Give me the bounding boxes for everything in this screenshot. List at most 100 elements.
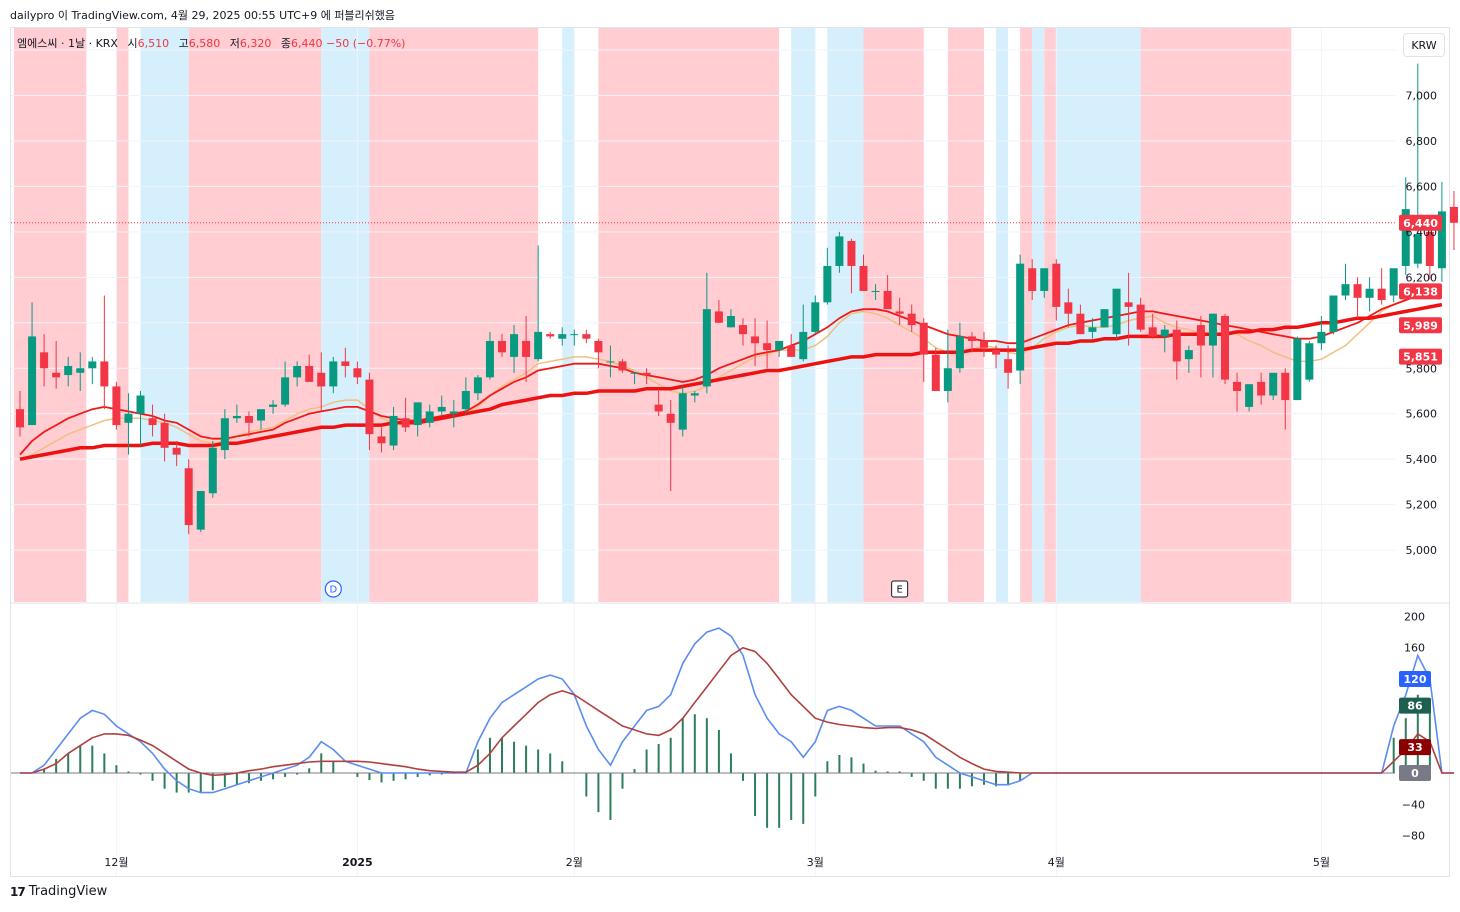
candle (1088, 318, 1097, 339)
candle (148, 404, 157, 437)
candle (341, 347, 350, 378)
price-tick-label: 6,200 (1406, 271, 1438, 284)
candle-body (799, 331, 808, 360)
macd-histogram-bar (585, 773, 588, 797)
open-value: 6,510 (137, 37, 170, 50)
candle-body (1016, 263, 1025, 371)
candle (28, 302, 37, 426)
candle (377, 427, 386, 453)
publish-caption: dailypro 이 TradingView.com, 4월 29, 2025 … (10, 9, 396, 22)
event-marker-e: E (891, 580, 909, 598)
macd-histogram-bar (296, 773, 299, 775)
macd-histogram-bar (79, 745, 82, 773)
candle-body (1449, 206, 1458, 223)
candle (293, 361, 302, 387)
candle (40, 334, 49, 387)
candle-body (895, 311, 904, 314)
candle (437, 395, 446, 416)
candle (931, 347, 940, 391)
candle-body (522, 340, 531, 357)
candle (16, 390, 24, 437)
candle (473, 375, 482, 401)
macd-histogram-bar (693, 714, 696, 773)
candle (980, 331, 988, 357)
macd-histogram-bar (525, 745, 528, 773)
macd-histogram-bar (416, 773, 419, 777)
candle-body (220, 418, 229, 451)
macd-histogram-bar (970, 773, 973, 787)
candle-body (1148, 327, 1157, 337)
candle (220, 409, 229, 460)
candle-body (148, 418, 157, 426)
price-tags: 6,440 6,138 5,989 5,851 (1399, 214, 1442, 365)
macd-pane: 200 160 −40 −80 120 86 33 0 (11, 610, 1454, 843)
candle (1052, 259, 1061, 321)
macd-histogram-bar (308, 768, 311, 773)
candle-body (1341, 284, 1350, 296)
tradingview-logo-icon: 17 (10, 884, 26, 899)
candle (1341, 263, 1350, 301)
candle-body (1305, 343, 1314, 380)
macd-histogram-bar (235, 773, 238, 785)
candle (353, 361, 362, 385)
moving-average-line-1 (19, 287, 1443, 456)
macd-histogram-bar (874, 770, 877, 773)
candle-body (461, 390, 470, 410)
candle-body (534, 331, 543, 360)
candle (546, 331, 555, 339)
candle (485, 331, 494, 380)
brand-name: TradingView (28, 884, 108, 899)
macd-histogram-bar (802, 773, 805, 824)
candle-body (1221, 315, 1229, 380)
macd-histogram-bar (139, 773, 142, 775)
macd-histogram-bar (55, 758, 58, 773)
price-tag-box (1399, 317, 1442, 334)
candle (1221, 313, 1229, 385)
background-band-11 (947, 28, 984, 602)
background-band-13 (1020, 28, 1033, 602)
macd-histogram-bar (609, 773, 612, 820)
background-band-1 (116, 28, 129, 602)
candle (534, 245, 543, 362)
macd-histogram-bar (380, 773, 383, 783)
candle-body (269, 404, 278, 407)
candle (232, 404, 241, 423)
candle-body (88, 361, 97, 369)
candle (1100, 309, 1109, 328)
macd-histogram-bar (404, 773, 407, 780)
macd-histogram-bar (742, 773, 744, 781)
candle-body (510, 334, 519, 357)
candle (859, 254, 868, 291)
candle (112, 381, 121, 430)
macd-histogram-bar (669, 737, 672, 773)
candle (678, 386, 687, 437)
candle (124, 393, 133, 455)
macd-histogram-bar (898, 771, 901, 773)
candle-body (449, 411, 458, 414)
candle (1172, 320, 1181, 380)
candle-body (546, 334, 555, 337)
candle-body (1353, 284, 1362, 298)
candle (244, 411, 253, 437)
time-tick-label: 2025 (342, 856, 373, 869)
candle-body (1160, 329, 1169, 337)
macd-histogram-bar (537, 749, 540, 773)
candle (1136, 297, 1145, 332)
candle-body (678, 393, 687, 430)
currency-button[interactable]: KRW (1403, 33, 1445, 57)
candle-body (967, 336, 976, 341)
macd-histogram-bar (43, 769, 46, 773)
candle-body (582, 334, 591, 339)
macd-tick-label: 160 (1404, 642, 1425, 655)
candle (835, 231, 844, 273)
macd-histogram-bar (645, 749, 648, 773)
macd-value-tag-label: 33 (1407, 741, 1422, 754)
macd-histogram-bar (247, 773, 250, 784)
candle-body (1004, 359, 1013, 373)
background-band-2 (140, 28, 189, 602)
macd-histogram-bar (513, 741, 516, 773)
candle (413, 402, 422, 437)
macd-histogram-bar (175, 773, 178, 793)
candle-body (16, 409, 24, 428)
